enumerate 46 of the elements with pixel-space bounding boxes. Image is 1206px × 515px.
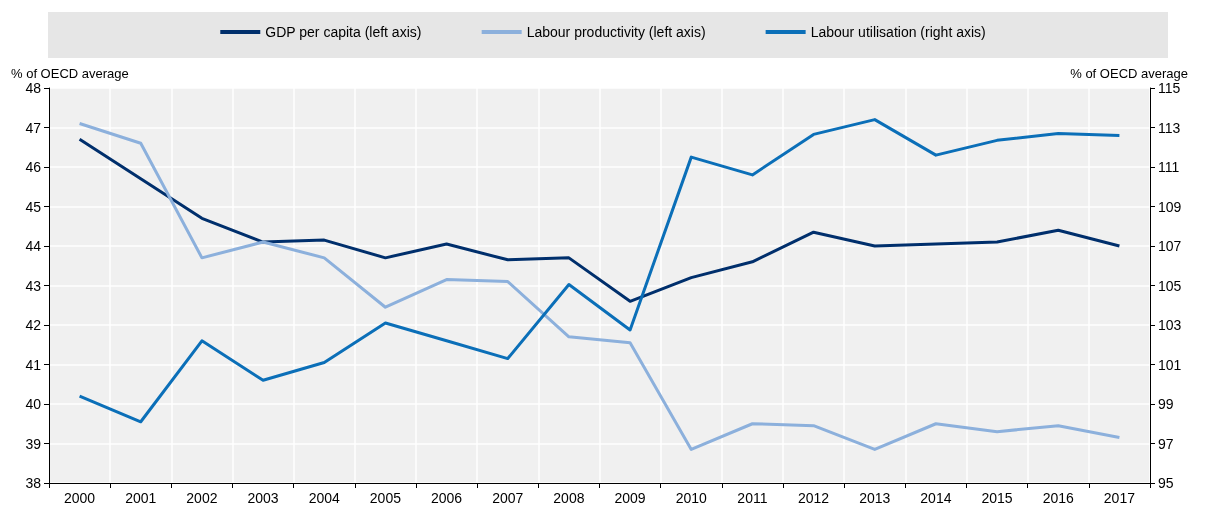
y-axis-title: % of OECD average xyxy=(11,66,129,81)
legend-label: Labour productivity (left axis) xyxy=(526,24,706,40)
x-tick-label: 2016 xyxy=(1042,490,1075,506)
y-tick-label: 40 xyxy=(25,396,42,412)
x-tick-label: 2000 xyxy=(64,490,96,506)
x-tick-label: 2011 xyxy=(737,490,768,506)
y-tick-label: 43 xyxy=(25,277,42,294)
x-tick-label: 2013 xyxy=(859,490,891,506)
y2-axis-title: % of OECD average xyxy=(1070,66,1188,81)
y-tick-label: 42 xyxy=(25,317,42,333)
y2-tick-label: 103 xyxy=(1158,317,1182,333)
y-tick-label: 44 xyxy=(25,238,42,254)
x-tick-label: 2003 xyxy=(247,490,279,506)
y-tick-label: 45 xyxy=(25,198,42,215)
x-tick-label: 2004 xyxy=(308,490,341,506)
legend-label: GDP per capita (left axis) xyxy=(265,24,422,40)
x-tick-label: 2009 xyxy=(614,490,646,506)
x-tick-label: 2001 xyxy=(125,490,157,506)
y2-tick-label: 111 xyxy=(1158,159,1180,175)
y-tick-label: 48 xyxy=(25,80,42,96)
y2-tick-label: 95 xyxy=(1158,475,1174,491)
x-tick-label: 2008 xyxy=(553,490,585,506)
y-tick-label: 41 xyxy=(25,356,42,373)
x-tick-label: 2014 xyxy=(920,490,952,506)
y2-tick-label: 105 xyxy=(1158,277,1182,294)
y-tick-label: 46 xyxy=(25,159,42,175)
x-tick-label: 2002 xyxy=(186,490,218,506)
y2-tick-label: 113 xyxy=(1158,119,1181,136)
y2-tick-label: 107 xyxy=(1158,238,1182,254)
x-tick-label: 2005 xyxy=(369,490,402,506)
y2-tick-label: 115 xyxy=(1158,80,1181,96)
y2-tick-label: 97 xyxy=(1158,435,1174,452)
x-tick-label: 2017 xyxy=(1103,490,1136,506)
y-tick-label: 39 xyxy=(25,435,42,452)
x-tick-label: 2015 xyxy=(981,490,1013,506)
x-tick-label: 2012 xyxy=(798,490,830,506)
y2-tick-label: 109 xyxy=(1158,198,1182,215)
y2-tick-label: 101 xyxy=(1158,356,1182,373)
y2-tick-label: 99 xyxy=(1158,396,1174,412)
y-tick-label: 47 xyxy=(25,119,42,136)
legend-label: Labour utilisation (right axis) xyxy=(810,24,986,40)
y-tick-label: 38 xyxy=(25,475,42,491)
line-series xyxy=(78,137,1121,303)
x-tick-label: 2010 xyxy=(675,490,708,506)
x-tick-label: 2007 xyxy=(492,490,524,506)
x-tick-label: 2006 xyxy=(431,490,463,506)
